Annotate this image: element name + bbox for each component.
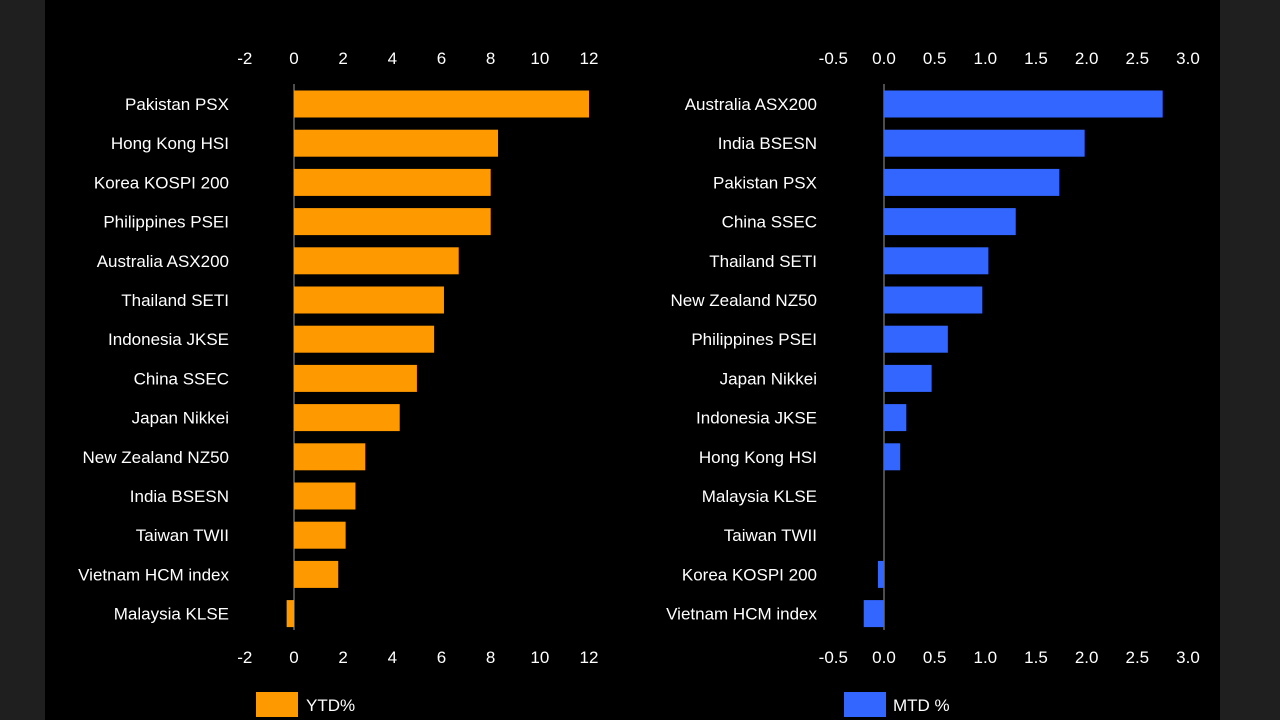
- bar-thailand-seti: [294, 286, 444, 314]
- category-label: Malaysia KLSE: [114, 605, 229, 624]
- bar-indonesia-jkse: [884, 404, 907, 432]
- top-tick-label: 8: [486, 49, 495, 68]
- category-label: Hong Kong HSI: [111, 134, 229, 153]
- bar-korea-kospi-200: [877, 560, 884, 588]
- bar-new-zealand-nz50: [884, 286, 983, 314]
- category-label: Taiwan TWII: [724, 526, 817, 545]
- category-label: Australia ASX200: [97, 252, 229, 271]
- bottom-tick-label: 3.0: [1176, 648, 1200, 667]
- category-label: Australia ASX200: [685, 95, 817, 114]
- legend-swatch: [844, 692, 886, 717]
- top-tick-label: 10: [530, 49, 549, 68]
- bar-australia-asx200: [884, 90, 1163, 118]
- bottom-tick-label: 0: [289, 648, 298, 667]
- bottom-tick-label: 12: [580, 648, 599, 667]
- category-label: Hong Kong HSI: [699, 448, 817, 467]
- top-tick-label: 6: [437, 49, 446, 68]
- category-label: Taiwan TWII: [136, 526, 229, 545]
- chart-panel-2: -0.5 -0.5 0.0 0.0 0.5 0.5 1.0 1.0 1.5 1.5 2.0 2.0 2.…: [666, 49, 1200, 717]
- top-tick-label: 1.5: [1024, 49, 1048, 68]
- bar-japan-nikkei: [294, 404, 400, 432]
- bar-indonesia-jkse: [294, 325, 435, 353]
- bottom-tick-label: 10: [530, 648, 549, 667]
- bottom-tick-label: 2.0: [1075, 648, 1099, 667]
- category-label: Vietnam HCM index: [78, 565, 229, 584]
- bar-taiwan-twii: [294, 521, 346, 549]
- category-label: India BSESN: [718, 134, 817, 153]
- top-tick-label: 1.0: [974, 49, 998, 68]
- category-label: Indonesia JKSE: [108, 330, 229, 349]
- bottom-tick-label: 1.5: [1024, 648, 1048, 667]
- top-tick-label: 12: [580, 49, 599, 68]
- bar-japan-nikkei: [884, 364, 932, 392]
- category-label: Philippines PSEI: [691, 330, 817, 349]
- top-tick-label: 2.5: [1126, 49, 1150, 68]
- top-tick-label: -0.5: [819, 49, 848, 68]
- bottom-tick-label: 2.5: [1126, 648, 1150, 667]
- bottom-tick-label: 2: [338, 648, 347, 667]
- category-label: Philippines PSEI: [103, 213, 229, 232]
- category-label: Japan Nikkei: [720, 369, 817, 388]
- category-label: Pakistan PSX: [125, 95, 229, 114]
- bar-malaysia-klse: [286, 600, 294, 628]
- bar-pakistan-psx: [884, 168, 1060, 196]
- bar-china-ssec: [294, 364, 417, 392]
- top-tick-label: 0.5: [923, 49, 947, 68]
- bar-hong-kong-hsi: [294, 129, 499, 157]
- category-label: New Zealand NZ50: [83, 448, 229, 467]
- category-label: Pakistan PSX: [713, 173, 817, 192]
- category-label: Malaysia KLSE: [702, 487, 817, 506]
- category-label: Vietnam HCM index: [666, 605, 817, 624]
- bottom-tick-label: 4: [388, 648, 397, 667]
- bottom-tick-label: 0.0: [872, 648, 896, 667]
- category-label: Thailand SETI: [709, 252, 817, 271]
- bar-pakistan-psx: [294, 90, 589, 118]
- bar-vietnam-hcm-index: [294, 560, 339, 588]
- bar-korea-kospi-200: [294, 168, 491, 196]
- bar-china-ssec: [884, 208, 1016, 236]
- top-tick-label: 0.0: [872, 49, 896, 68]
- category-label: Thailand SETI: [121, 291, 229, 310]
- bottom-tick-label: 0.5: [923, 648, 947, 667]
- bar-australia-asx200: [294, 247, 459, 275]
- top-tick-label: -2: [237, 49, 252, 68]
- bar-new-zealand-nz50: [294, 443, 366, 471]
- top-tick-label: 3.0: [1176, 49, 1200, 68]
- top-tick-label: 4: [388, 49, 397, 68]
- legend-label: MTD %: [893, 696, 950, 715]
- top-tick-label: 0: [289, 49, 298, 68]
- bottom-tick-label: 6: [437, 648, 446, 667]
- bar-india-bsesn: [884, 129, 1085, 157]
- legend-label: YTD%: [306, 696, 355, 715]
- category-label: Korea KOSPI 200: [94, 173, 229, 192]
- bottom-tick-label: -0.5: [819, 648, 848, 667]
- bar-vietnam-hcm-index: [863, 600, 884, 628]
- category-label: China SSEC: [722, 213, 817, 232]
- bottom-tick-label: 8: [486, 648, 495, 667]
- category-label: Japan Nikkei: [132, 409, 229, 428]
- bar-thailand-seti: [884, 247, 989, 275]
- bottom-tick-label: -2: [237, 648, 252, 667]
- chart-panel-1: -2 -2 0 0 2 2 4 4 6 6 8 8 10 10 12 12 Pakistan PSX Hong K…: [78, 49, 598, 717]
- top-tick-label: 2.0: [1075, 49, 1099, 68]
- category-label: China SSEC: [134, 369, 229, 388]
- bar-india-bsesn: [294, 482, 356, 510]
- top-tick-label: 2: [338, 49, 347, 68]
- category-label: India BSESN: [130, 487, 229, 506]
- chart-frame: [45, 0, 1220, 720]
- bar-philippines-psei: [884, 325, 948, 353]
- legend-swatch: [256, 692, 298, 717]
- bar-hong-kong-hsi: [884, 443, 901, 471]
- category-label: Indonesia JKSE: [696, 409, 817, 428]
- bar-philippines-psei: [294, 208, 491, 236]
- bottom-tick-label: 1.0: [974, 648, 998, 667]
- category-label: Korea KOSPI 200: [682, 565, 817, 584]
- category-label: New Zealand NZ50: [671, 291, 817, 310]
